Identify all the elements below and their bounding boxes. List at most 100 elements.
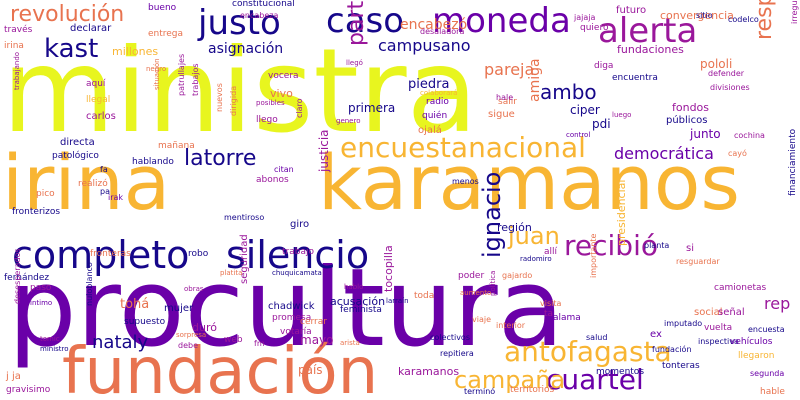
cloud-word: silencio bbox=[226, 233, 370, 277]
cloud-word: desaladora bbox=[420, 27, 465, 36]
cloud-word: social bbox=[694, 307, 723, 318]
cloud-word: promesa bbox=[272, 313, 312, 323]
cloud-word: presidencial bbox=[615, 179, 628, 246]
cloud-word: importante bbox=[589, 233, 598, 278]
cloud-word: fundación bbox=[652, 345, 692, 354]
cloud-word: larraín bbox=[386, 297, 409, 305]
cloud-word: terminó bbox=[464, 387, 496, 396]
cloud-word: allí bbox=[544, 247, 558, 257]
cloud-word: país bbox=[298, 363, 323, 377]
cloud-word: irak bbox=[108, 193, 124, 202]
cloud-word: sitio bbox=[696, 11, 713, 20]
cloud-word: hable bbox=[760, 387, 785, 397]
cloud-word: ministra bbox=[2, 24, 478, 159]
cloud-word: llegal bbox=[86, 95, 111, 105]
cloud-word: convergencia bbox=[660, 9, 734, 22]
cloud-word: fronteras bbox=[90, 249, 131, 259]
cloud-word: quiero bbox=[580, 23, 609, 33]
cloud-word: codelco bbox=[728, 15, 759, 24]
cloud-word: caso bbox=[326, 1, 405, 41]
cloud-word: robo bbox=[188, 249, 209, 259]
cloud-word: fa bbox=[100, 165, 108, 174]
cloud-word: debe bbox=[178, 341, 198, 350]
cloud-word: camionetas bbox=[714, 283, 767, 293]
cloud-word: bueno bbox=[148, 3, 177, 13]
cloud-word: duró bbox=[192, 321, 217, 334]
cloud-word: vocera bbox=[268, 71, 299, 81]
cloud-word: diga bbox=[594, 61, 614, 71]
cloud-word: financiamiento bbox=[788, 128, 798, 196]
cloud-word: pa bbox=[100, 187, 110, 196]
cloud-word: sorpresa bbox=[176, 331, 207, 339]
cloud-word: llego bbox=[256, 115, 278, 125]
cloud-word: pololi bbox=[700, 57, 733, 71]
cloud-word: tocopilla bbox=[382, 245, 395, 292]
cloud-word: pareja bbox=[484, 60, 535, 79]
cloud-word: vehículos bbox=[730, 337, 773, 347]
cloud-word: pico bbox=[36, 189, 55, 199]
cloud-word: menos bbox=[452, 177, 479, 186]
cloud-word: poder bbox=[458, 271, 485, 281]
cloud-word: encuestanacional bbox=[340, 131, 586, 164]
cloud-word: campusano bbox=[378, 36, 471, 55]
cloud-word: mayo bbox=[300, 333, 334, 347]
cloud-word: arista bbox=[340, 339, 360, 347]
cloud-word: fronterizos bbox=[12, 207, 61, 217]
cloud-word: imputado bbox=[664, 319, 703, 328]
cloud-word: momentos bbox=[596, 367, 645, 377]
cloud-word: inspectiva bbox=[698, 337, 739, 346]
cloud-word: dirigida bbox=[229, 85, 238, 116]
cloud-word: ministro bbox=[40, 345, 69, 353]
cloud-word: aumento bbox=[460, 289, 492, 297]
cloud-word: fernández bbox=[4, 273, 50, 283]
cloud-word: obras bbox=[184, 285, 204, 293]
cloud-word: llegaron bbox=[738, 351, 775, 361]
cloud-word: calama bbox=[548, 313, 581, 323]
cloud-word: latorre bbox=[184, 146, 257, 171]
cloud-word: platita bbox=[220, 269, 243, 277]
cloud-word: amiga bbox=[527, 58, 543, 102]
cloud-word: posibles bbox=[256, 99, 285, 107]
cloud-word: acusación bbox=[330, 295, 386, 308]
cloud-word: encuentra bbox=[612, 73, 658, 83]
cloud-word: giro bbox=[290, 219, 310, 230]
cloud-word: claro bbox=[295, 98, 304, 118]
cloud-word: millones bbox=[112, 45, 159, 58]
cloud-word: radomiro bbox=[520, 255, 552, 263]
cloud-word: revolución bbox=[10, 2, 125, 27]
cloud-word: ojalá bbox=[418, 125, 442, 136]
cloud-word: fondos bbox=[672, 101, 710, 114]
cloud-word: viaje bbox=[472, 315, 492, 324]
cloud-word: encabezó bbox=[400, 17, 468, 33]
cloud-word: colaborará bbox=[420, 89, 458, 97]
cloud-word: señal bbox=[718, 307, 745, 318]
cloud-word: trabajando bbox=[13, 51, 21, 90]
cloud-word: pdi bbox=[592, 117, 611, 131]
cloud-word: irina bbox=[4, 41, 24, 51]
cloud-word: moneda bbox=[432, 1, 571, 41]
cloud-word: mentiroso bbox=[224, 213, 265, 222]
cloud-word: tonteras bbox=[662, 361, 700, 371]
cloud-word: web bbox=[224, 335, 243, 345]
cloud-word: tomic bbox=[40, 335, 60, 343]
cloud-word: declarar bbox=[70, 23, 112, 34]
cloud-word: aquí bbox=[86, 79, 106, 89]
cloud-word: gajardo bbox=[502, 271, 533, 280]
cloud-word: antofagasta bbox=[504, 335, 672, 368]
cloud-word: entrega bbox=[148, 29, 184, 39]
cloud-word: carlos bbox=[86, 111, 116, 122]
cloud-word: toda bbox=[414, 291, 435, 301]
cloud-word: chadwick bbox=[268, 301, 315, 312]
cloud-word: procultura bbox=[8, 246, 564, 371]
cloud-word: fundaciones bbox=[617, 43, 684, 56]
cloud-word: fm bbox=[254, 339, 265, 348]
cloud-word: junto bbox=[690, 127, 721, 141]
cloud-word: defender bbox=[708, 69, 745, 78]
cloud-word: campaña bbox=[454, 366, 566, 394]
cloud-word: piedra bbox=[408, 77, 450, 92]
cloud-word: ciper bbox=[570, 103, 600, 117]
cloud-word: ta bbox=[544, 309, 554, 319]
cloud-word: irregularidades bbox=[790, 0, 799, 24]
cloud-word: jajaja bbox=[574, 13, 596, 22]
cloud-word: control bbox=[566, 131, 591, 139]
